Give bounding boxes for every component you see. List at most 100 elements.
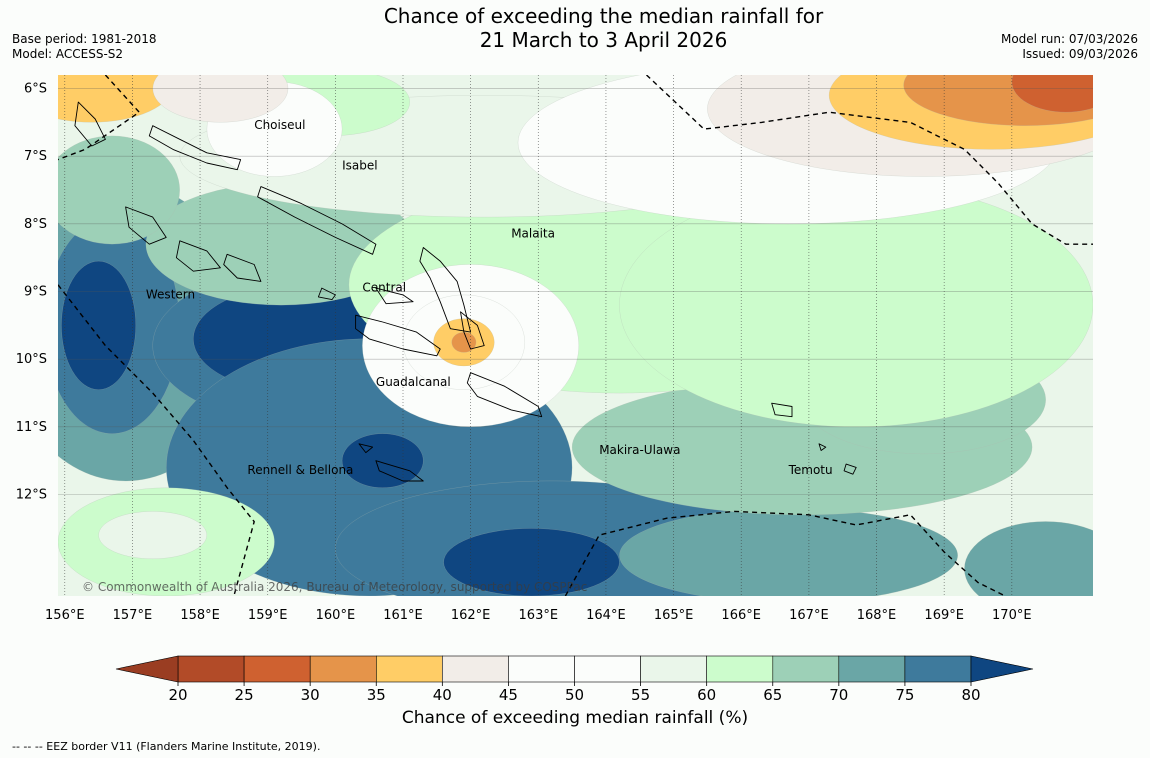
- colorbar-segment: [838, 655, 906, 683]
- island-outline: [419, 247, 472, 333]
- graticule: [58, 75, 1093, 596]
- province-label: Malaita: [511, 226, 555, 240]
- probability-field: [58, 75, 1093, 596]
- island-outline: [317, 287, 336, 301]
- island-outline: [771, 402, 793, 418]
- island-outline: [125, 206, 167, 245]
- colorbar-tick-label: 50: [565, 686, 584, 704]
- colorbar-over-arrow: [970, 655, 1034, 683]
- colorbar-title: Chance of exceeding median rainfall (%): [401, 708, 749, 728]
- colorbar-tick-label: 20: [168, 686, 187, 704]
- island-outline: [74, 101, 106, 147]
- title-line-2: 21 March to 3 April 2026: [479, 28, 728, 52]
- island-outline: [148, 125, 242, 171]
- colorbar-tick-label: 80: [961, 686, 980, 704]
- field-region-26: [152, 75, 289, 123]
- colorbar-tick-label: 55: [631, 686, 650, 704]
- field-region-32: [98, 511, 207, 559]
- province-label: Isabel: [342, 159, 377, 173]
- lon-tick-label: 164°E: [586, 608, 626, 623]
- lon-tick-label: 160°E: [316, 608, 356, 623]
- eez-footnote: -- -- -- EEZ border V11 (Flanders Marine…: [12, 740, 321, 753]
- field-region-30: [1011, 75, 1093, 113]
- colorbar-segment: [904, 655, 972, 683]
- colorbar-segment: [772, 655, 840, 683]
- lat-tick-label: 12°S: [16, 488, 47, 503]
- lon-tick-label: 166°E: [721, 608, 761, 623]
- title-line-1: Chance of exceeding the median rainfall …: [383, 4, 824, 28]
- province-label: Rennell & Bellona: [247, 463, 353, 477]
- colorbar-segment: [441, 655, 509, 683]
- island-outline: [355, 314, 441, 357]
- base-period: Base period: 1981-2018: [12, 32, 157, 46]
- lon-tick-label: 170°E: [992, 608, 1032, 623]
- island-outline: [257, 186, 377, 255]
- issued-date: Issued: 09/03/2026: [1022, 47, 1138, 61]
- colorbar-tick-label: 45: [499, 686, 518, 704]
- lon-tick-label: 161°E: [383, 608, 423, 623]
- island-outline: [175, 240, 221, 272]
- meta-left: Base period: 1981-2018 Model: ACCESS-S2: [12, 32, 157, 62]
- lat-tick-label: 7°S: [24, 149, 47, 164]
- colorbar-tick-label: 40: [433, 686, 452, 704]
- province-label: Guadalcanal: [376, 375, 451, 389]
- chart-title: Chance of exceeding the median rainfall …: [0, 4, 1150, 52]
- eez-border: [58, 75, 1093, 596]
- lat-tick-label: 10°S: [16, 352, 47, 367]
- province-labels: Choiseul Isabel Malaita Central Western Guada…: [146, 118, 833, 477]
- province-label: Temotu: [788, 463, 833, 477]
- lon-tick-label: 162°E: [451, 608, 491, 623]
- lon-tick-label: 163°E: [519, 608, 559, 623]
- colorbar-segment: [243, 655, 311, 683]
- field-region-6: [341, 433, 424, 489]
- field-region-10: [964, 521, 1093, 596]
- field-region-14: [58, 135, 180, 245]
- island-outline: [818, 443, 827, 451]
- eez-line: [564, 510, 1006, 596]
- island-outline: [223, 253, 262, 282]
- island-outline: [460, 311, 485, 350]
- colorbar-segment: [640, 655, 707, 683]
- eez-line: [58, 75, 141, 161]
- lat-tick-label: 9°S: [24, 285, 47, 300]
- colorbar-tick-label: 30: [301, 686, 320, 704]
- lon-tick-label: 165°E: [654, 608, 694, 623]
- meta-right: Model run: 07/03/2026 Issued: 09/03/2026: [1001, 32, 1138, 62]
- lon-tick-label: 168°E: [857, 608, 897, 623]
- lon-tick-label: 157°E: [113, 608, 153, 623]
- field-region-24: [451, 331, 477, 353]
- model-name: Model: ACCESS-S2: [12, 47, 124, 61]
- lon-tick-label: 159°E: [248, 608, 288, 623]
- colorbar: 20 25 30 35 40 45 50 55 60 65 70 75 80: [115, 655, 1034, 704]
- province-label: Makira-Ulawa: [599, 443, 680, 457]
- island-outline: [843, 463, 857, 475]
- colorbar-segment: [177, 655, 245, 683]
- colorbar-segment: [375, 655, 443, 683]
- colorbar-tick-label: 65: [763, 686, 782, 704]
- lon-tick-label: 156°E: [45, 608, 85, 623]
- model-run: Model run: 07/03/2026: [1000, 32, 1138, 46]
- copyright-notice: © Commonwealth of Australia 2026, Bureau…: [82, 580, 587, 594]
- colorbar-segment: [706, 655, 774, 683]
- island-outline: [375, 287, 414, 305]
- colorbar-segment: [574, 655, 641, 683]
- colorbar-tick-label: 25: [235, 686, 254, 704]
- lon-tick-label: 169°E: [924, 608, 964, 623]
- island-outline: [358, 443, 374, 454]
- field-region-2: [61, 260, 136, 390]
- island-outline: [466, 372, 543, 418]
- province-label: Choiseul: [254, 118, 305, 132]
- lat-tick-label: 8°S: [24, 217, 47, 232]
- lat-tick-label: 6°S: [24, 82, 47, 97]
- colorbar-segment: [309, 655, 377, 683]
- colorbar-tick-label: 60: [697, 686, 716, 704]
- lon-tick-label: 167°E: [789, 608, 829, 623]
- eez-line: [646, 75, 1093, 245]
- eez-line: [58, 284, 255, 596]
- lat-tick-label: 11°S: [16, 420, 47, 435]
- field-region-9: [619, 507, 958, 596]
- colorbar-segment: [508, 655, 575, 683]
- colorbar-tick-label: 75: [895, 686, 914, 704]
- colorbar-under-arrow: [115, 655, 179, 683]
